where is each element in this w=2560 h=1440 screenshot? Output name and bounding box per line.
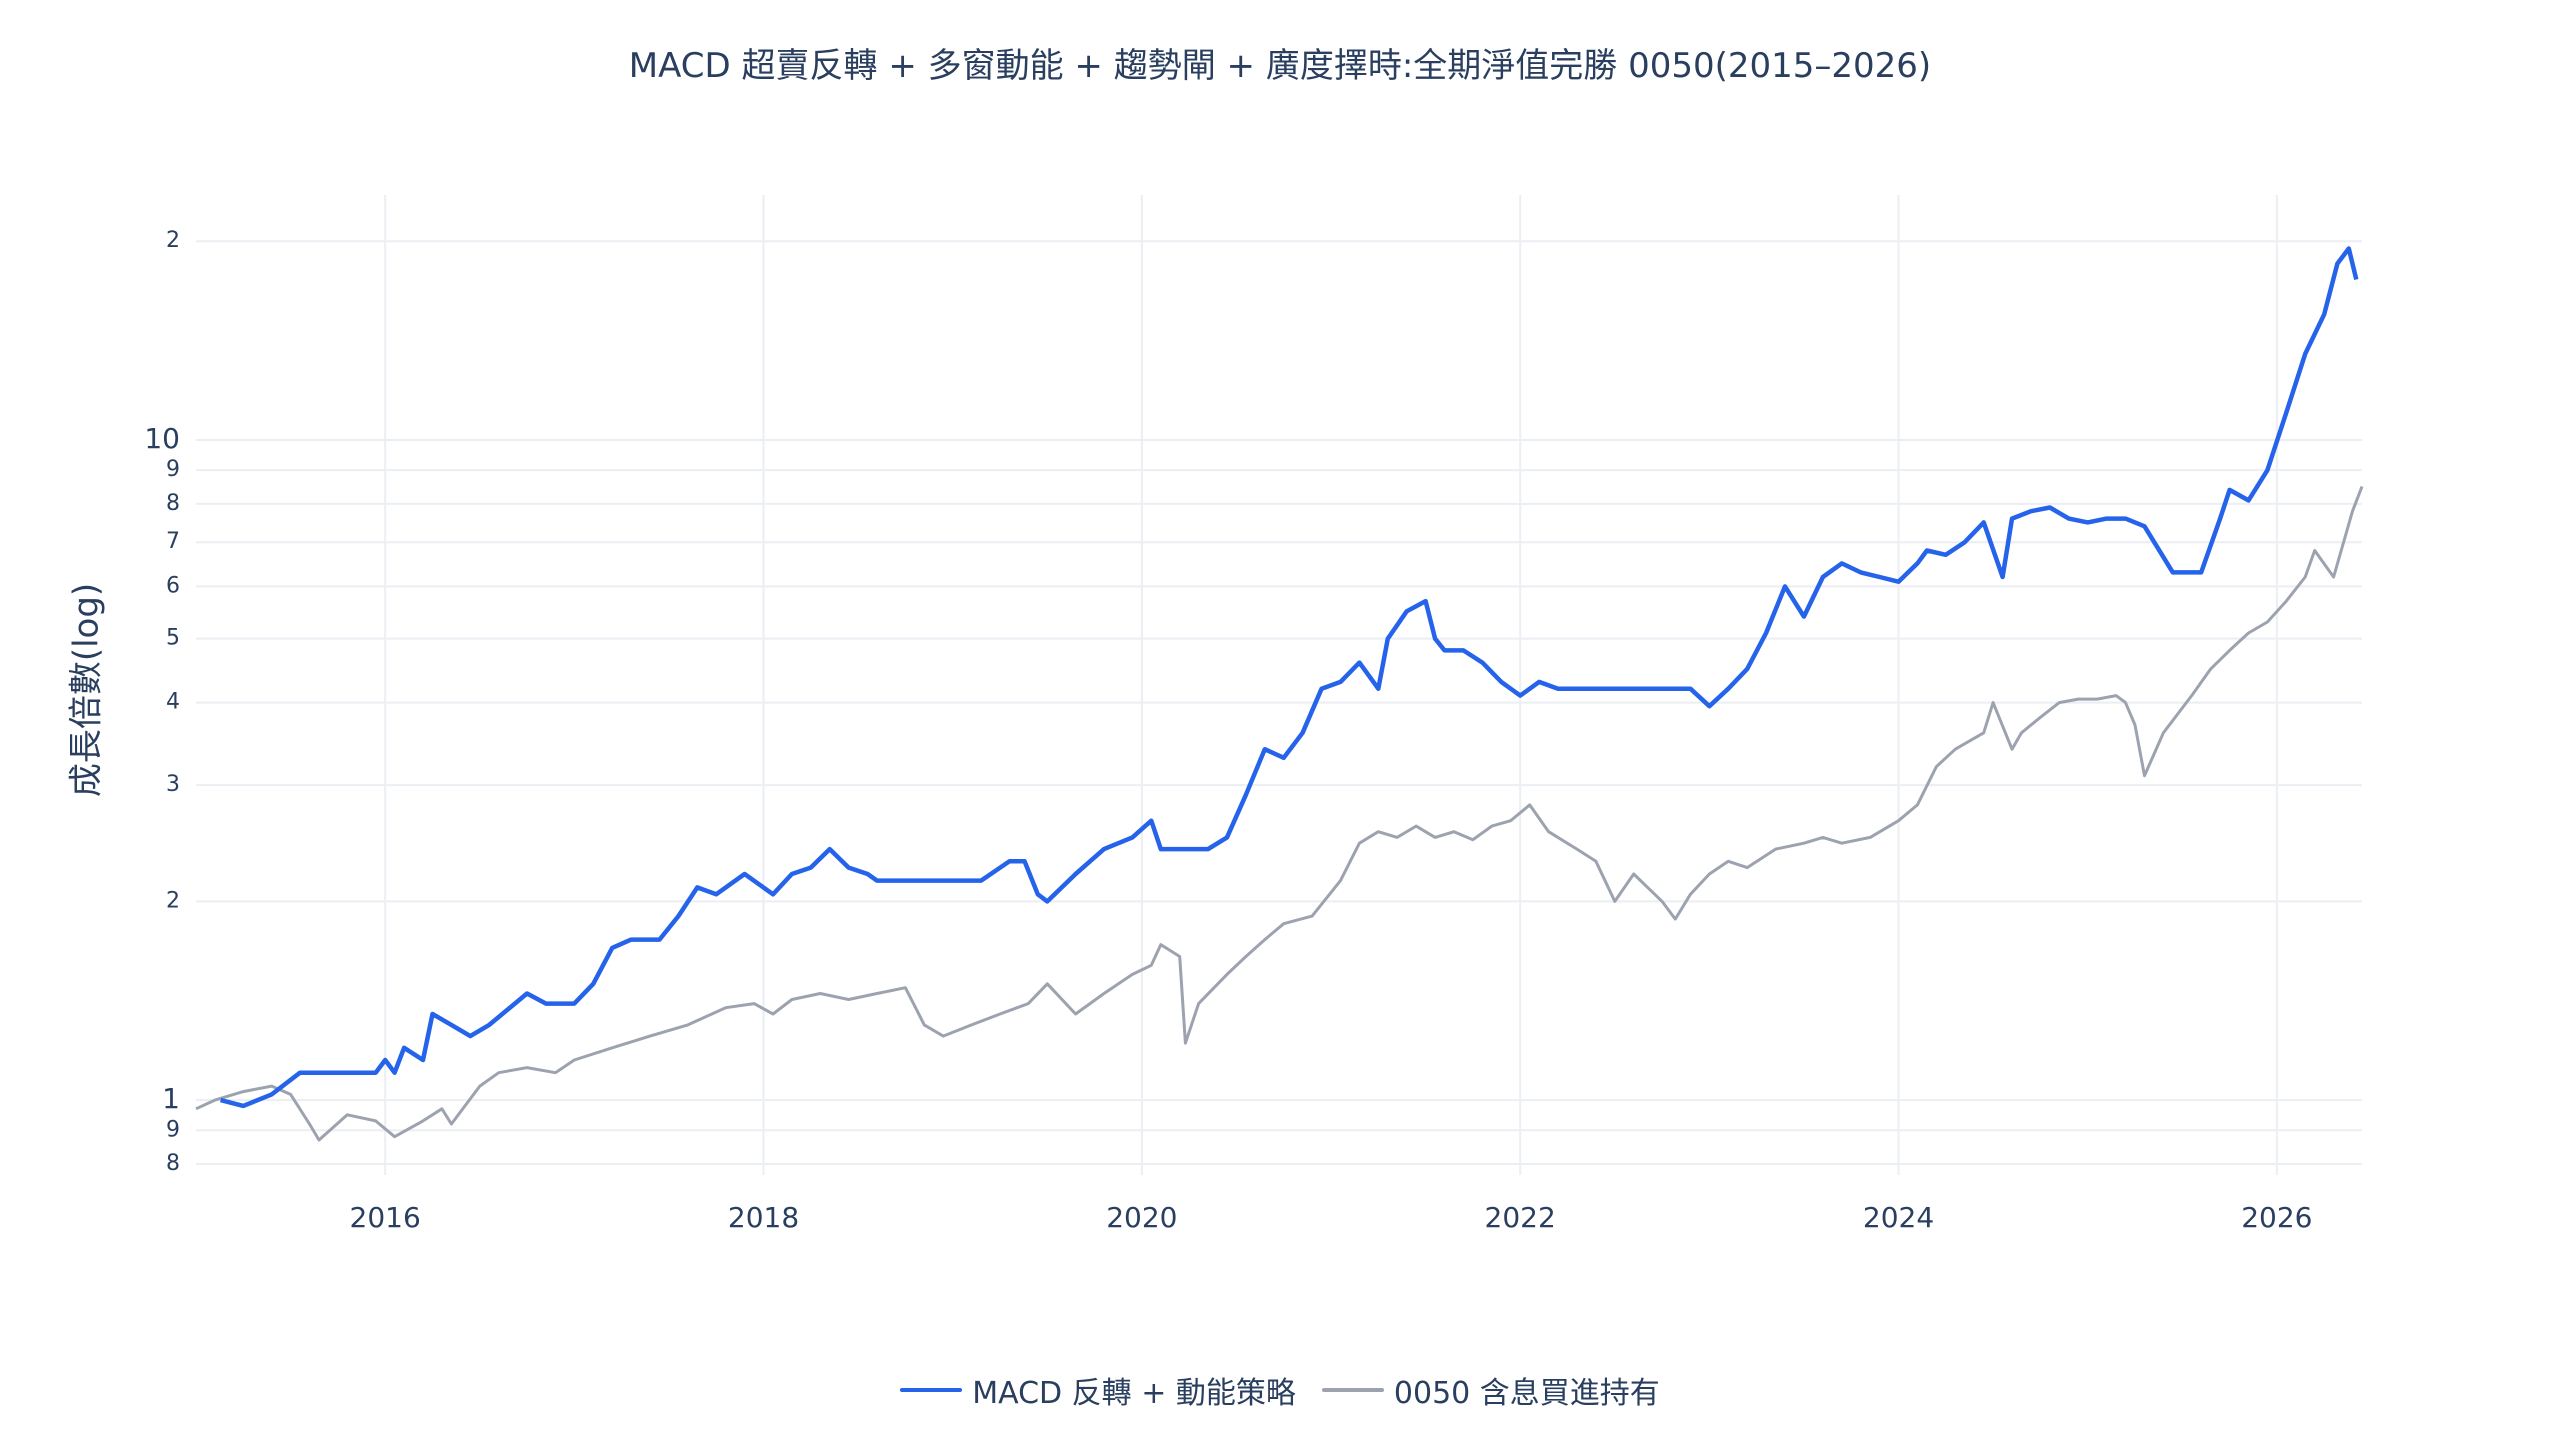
series-lines bbox=[195, 246, 2364, 1142]
legend-swatch-benchmark bbox=[1321, 1388, 1384, 1392]
x-tick-label: 2018 bbox=[728, 1201, 799, 1234]
y-tick-label: 8 bbox=[166, 1151, 180, 1176]
x-tick-label: 2022 bbox=[1485, 1201, 1556, 1234]
x-tick-label: 2020 bbox=[1106, 1201, 1177, 1234]
x-axis-ticks: 2016 2018 2020 2022 2024 2026 bbox=[350, 1201, 2313, 1234]
y-tick-label: 2 bbox=[166, 888, 180, 913]
y-tick-label: 10 bbox=[144, 422, 180, 455]
y-tick-label: 6 bbox=[166, 573, 180, 598]
y-tick-label: 1 bbox=[162, 1082, 180, 1115]
y-tick-label: 4 bbox=[166, 690, 180, 715]
legend-item-strategy[interactable]: MACD 反轉 + 動能策略 bbox=[900, 1368, 1296, 1412]
x-tick-label: 2024 bbox=[1863, 1201, 1934, 1234]
series-line-strategy bbox=[220, 246, 2359, 1109]
grid-lines bbox=[196, 195, 2362, 1175]
y-tick-label: 7 bbox=[166, 529, 180, 554]
legend-item-benchmark[interactable]: 0050 含息買進持有 bbox=[1321, 1368, 1660, 1412]
y-tick-label: 9 bbox=[166, 457, 180, 482]
chart-title: MACD 超賣反轉 + 多窗動能 + 趨勢閘 + 廣度擇時:全期淨值完勝 005… bbox=[628, 46, 1932, 86]
y-tick-label: 2 bbox=[166, 228, 180, 253]
y-tick-label: 5 bbox=[166, 626, 180, 651]
y-tick-label: 9 bbox=[166, 1117, 180, 1142]
legend-swatch-strategy bbox=[900, 1388, 963, 1392]
legend-label-strategy: MACD 反轉 + 動能策略 bbox=[972, 1376, 1296, 1411]
x-tick-label: 2026 bbox=[2241, 1201, 2312, 1234]
y-axis-label: 成長倍數(log) bbox=[67, 583, 107, 797]
legend: MACD 反轉 + 動能策略 0050 含息買進持有 bbox=[0, 1368, 2560, 1412]
legend-label-benchmark: 0050 含息買進持有 bbox=[1393, 1376, 1660, 1411]
series-line-benchmark bbox=[195, 485, 2364, 1142]
x-tick-label: 2016 bbox=[350, 1201, 421, 1234]
y-tick-label: 8 bbox=[166, 491, 180, 516]
y-tick-label: 3 bbox=[166, 772, 180, 797]
